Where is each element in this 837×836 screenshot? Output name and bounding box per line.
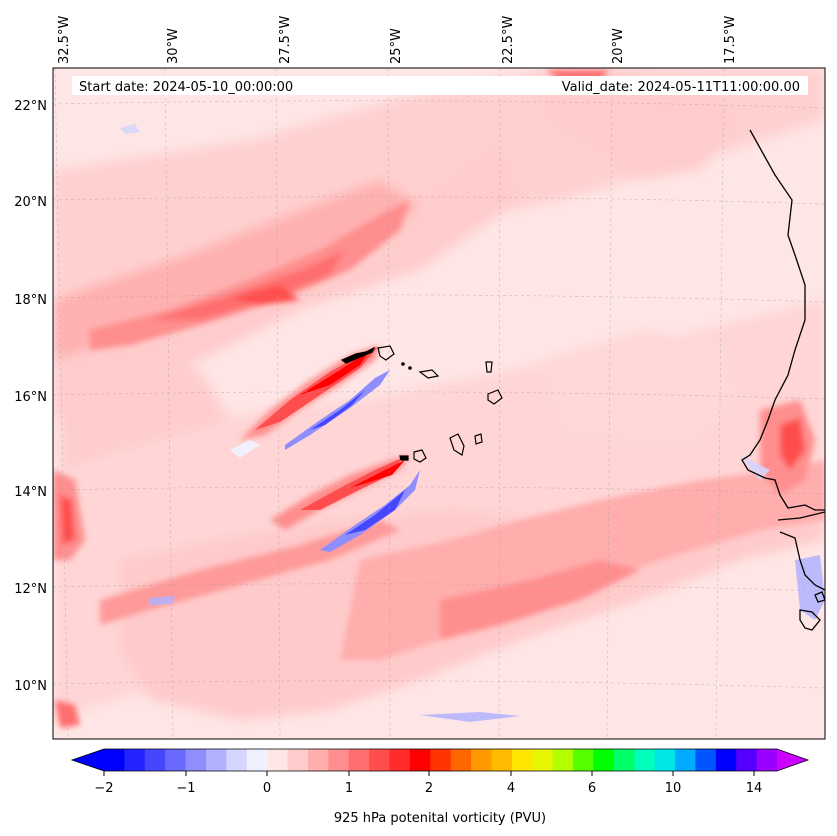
colorbar-cell: [165, 749, 186, 771]
colorbar-cell: [328, 749, 350, 771]
colorbar-tick-label: 0: [263, 781, 271, 796]
colorbar-cell: [144, 749, 166, 771]
colorbar-cell: [532, 749, 554, 771]
lon-label: 22.5°W: [501, 16, 516, 64]
colorbar-cell: [185, 749, 207, 771]
colorbar-cell: [246, 749, 268, 771]
colorbar-cell: [409, 749, 431, 771]
lon-label: 20°W: [611, 28, 626, 64]
negative-pv-patches: [120, 124, 825, 722]
colorbar-cell: [450, 749, 472, 771]
island-wake-south: [270, 455, 420, 552]
colorbar-cell: [593, 749, 615, 771]
longitude-labels: 32.5°W 30°W 27.5°W 25°W 22.5°W 20°W 17.5…: [57, 16, 738, 64]
colorbar-ticks: [103, 771, 755, 776]
colorbar-cell: [552, 749, 574, 771]
coastline-africa: [741, 129, 825, 631]
pv-max-band-north: [53, 70, 825, 728]
colorbar-cell: [226, 749, 248, 771]
lat-label: 12°N: [14, 582, 47, 597]
lon-label: 30°W: [166, 28, 181, 64]
colorbar-tick-label: 6: [588, 781, 596, 796]
lon-label: 25°W: [389, 28, 404, 64]
start-date-label: Start date: 2024-05-10_00:00:00: [79, 80, 293, 95]
colorbar-cell: [573, 749, 594, 771]
colorbar-cell: [675, 749, 696, 771]
colorbar-cell: [613, 749, 635, 771]
map-frame: [52, 67, 826, 740]
colorbar-cell: [104, 749, 125, 771]
colorbar-cell: [756, 749, 778, 771]
lat-label: 22°N: [14, 99, 47, 114]
colorbar-extend-low: [72, 749, 104, 771]
lat-label: 20°N: [14, 195, 47, 210]
colorbar-cell: [654, 749, 676, 771]
lat-label: 10°N: [14, 679, 47, 694]
colorbar-tick-label: 2: [425, 781, 433, 796]
colorbar-cell: [695, 749, 717, 771]
colorbar-tick-label: −1: [176, 781, 195, 796]
colorbar-cells: [104, 749, 778, 771]
colorbar-cell: [430, 749, 452, 771]
colorbar-cell: [369, 749, 390, 771]
date-header-bar: [72, 76, 808, 95]
colorbar-cell: [267, 749, 288, 771]
colorbar-cell: [389, 749, 411, 771]
colorbar-cell: [736, 749, 757, 771]
lon-label: 27.5°W: [278, 16, 293, 64]
island-wake-north: [230, 345, 390, 458]
graticule: [53, 68, 825, 739]
colorbar-extend-high: [777, 749, 808, 771]
colorbar-tick-label: −2: [94, 781, 113, 796]
colorbar-cell: [348, 749, 370, 771]
lat-label: 18°N: [14, 293, 47, 308]
colorbar-cell: [491, 749, 513, 771]
map-panel: [53, 68, 825, 739]
colorbar-label: 925 hPa potenital vorticity (PVU): [334, 811, 546, 826]
colorbar-cell: [205, 749, 227, 771]
latitude-labels: 22°N 20°N 18°N 16°N 14°N 12°N 10°N: [14, 99, 47, 694]
colorbar-tick-label: 1: [345, 781, 353, 796]
colorbar-tick-label: 4: [507, 781, 515, 796]
colorbar-cell: [287, 749, 309, 771]
colorbar-cell: [634, 749, 656, 771]
valid-date-label: Valid_date: 2024-05-11T11:00:00.00: [562, 80, 800, 95]
colorbar-tick-label: 10: [665, 781, 682, 796]
lon-label: 32.5°W: [57, 16, 72, 64]
colorbar-cell: [715, 749, 737, 771]
colorbar-tick-label: 14: [746, 781, 763, 796]
colorbar-cell: [511, 749, 533, 771]
colorbar: −2 −1 0 1 2 4 6 10 14 925 hPa potenital …: [70, 748, 810, 826]
colorbar-tick-labels: −2 −1 0 1 2 4 6 10 14: [94, 781, 762, 796]
lat-label: 14°N: [14, 485, 47, 500]
colorbar-cell: [471, 749, 492, 771]
cape-verde-islands: [340, 345, 503, 463]
lon-label: 17.5°W: [723, 16, 738, 64]
colorbar-cell: [124, 749, 146, 771]
colorbar-cell: [307, 749, 329, 771]
lat-label: 16°N: [14, 390, 47, 405]
